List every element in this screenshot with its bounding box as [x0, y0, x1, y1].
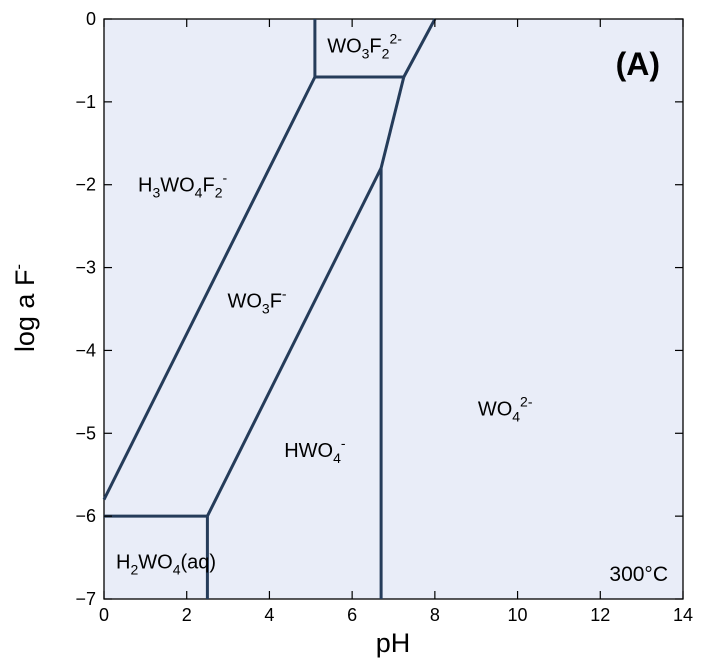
y-tick-label: −4: [75, 340, 96, 360]
y-axis-title: log a F-: [9, 264, 40, 352]
boundary-line-5: [379, 76, 406, 169]
y-tick-label: −5: [75, 423, 96, 443]
field-label: WO42-: [478, 393, 533, 424]
panel-label: (A): [616, 46, 660, 82]
y-axis-title-superscript: -: [9, 264, 28, 270]
x-tick-label: 14: [673, 605, 693, 625]
field-label: WO3F22-: [327, 31, 402, 62]
x-tick-label: 6: [347, 605, 357, 625]
field-labels: WO3F22- H3WO4F2- WO3F- HWO4- WO42- H2WO4(aq): [116, 31, 533, 578]
x-tick-label: 4: [264, 605, 274, 625]
y-tick-label: −3: [75, 258, 96, 278]
field-label: H3WO4F2-: [138, 170, 227, 201]
axis-ticks: 0 2 4 6 8 10 12 14 0 −1 −2 −3 −4 −5 −6 −7: [75, 9, 693, 625]
field-label: WO3F-: [227, 286, 286, 317]
x-tick-label: 8: [430, 605, 440, 625]
x-tick-label: 2: [182, 605, 192, 625]
y-tick-label: 0: [86, 9, 96, 29]
x-tick-label: 12: [590, 605, 610, 625]
x-tick-label: 10: [508, 605, 528, 625]
x-tick-label: 0: [99, 605, 109, 625]
y-axis-title-text: log a F: [10, 270, 40, 353]
y-tick-label: −1: [75, 92, 96, 112]
y-tick-label: −2: [75, 175, 96, 195]
boundary-line-1: [102, 76, 317, 501]
field-label: HWO4-: [284, 435, 346, 466]
y-tick-label: −6: [75, 506, 96, 526]
plot-frame: [103, 18, 684, 600]
field-label: H2WO4(aq): [116, 552, 216, 578]
boundary-lines: [102, 18, 437, 599]
boundary-line-6: [206, 167, 383, 517]
temperature-label: 300°C: [609, 563, 668, 586]
x-axis-title: pH: [376, 628, 411, 658]
plot-area: [103, 18, 684, 600]
y-tick-label: −7: [75, 589, 96, 609]
boundary-line-4: [402, 18, 437, 78]
